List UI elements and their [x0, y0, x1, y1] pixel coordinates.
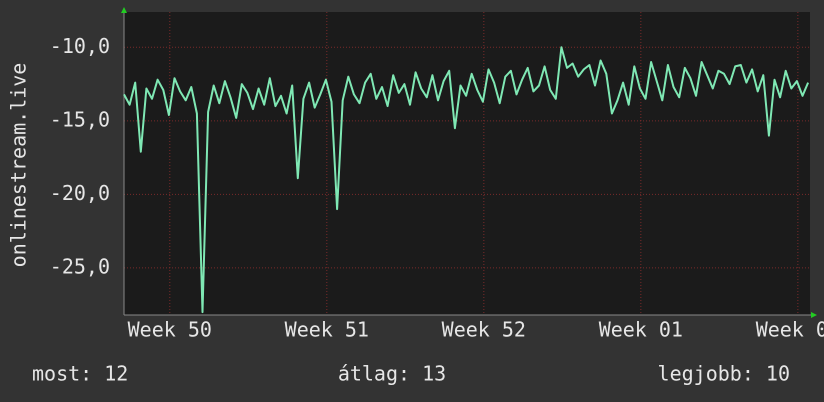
stat-current: most: 12 — [32, 362, 128, 386]
stat-average: átlag: 13 — [338, 362, 446, 386]
x-tick-label: Week 01 — [599, 318, 683, 342]
y-tick-label: -15,0 — [50, 107, 110, 131]
data-line — [123, 46, 810, 314]
x-tick-label: Week 50 — [128, 318, 212, 342]
y-tick-label: -20,0 — [50, 181, 110, 205]
x-tick-label: Week 51 — [285, 318, 369, 342]
y-axis-label: onlinestream.live — [7, 63, 31, 268]
y-tick-label: -10,0 — [50, 34, 110, 58]
grid — [124, 12, 810, 315]
stat-best: legjobb: 10 — [658, 362, 790, 386]
x-tick-label: Week 02 — [756, 318, 824, 342]
y-tick-label: -25,0 — [50, 254, 110, 278]
x-axis-arrow — [811, 312, 817, 318]
x-tick-label: Week 52 — [442, 318, 526, 342]
y-axis-arrow — [121, 7, 127, 13]
plot-area — [124, 12, 810, 315]
